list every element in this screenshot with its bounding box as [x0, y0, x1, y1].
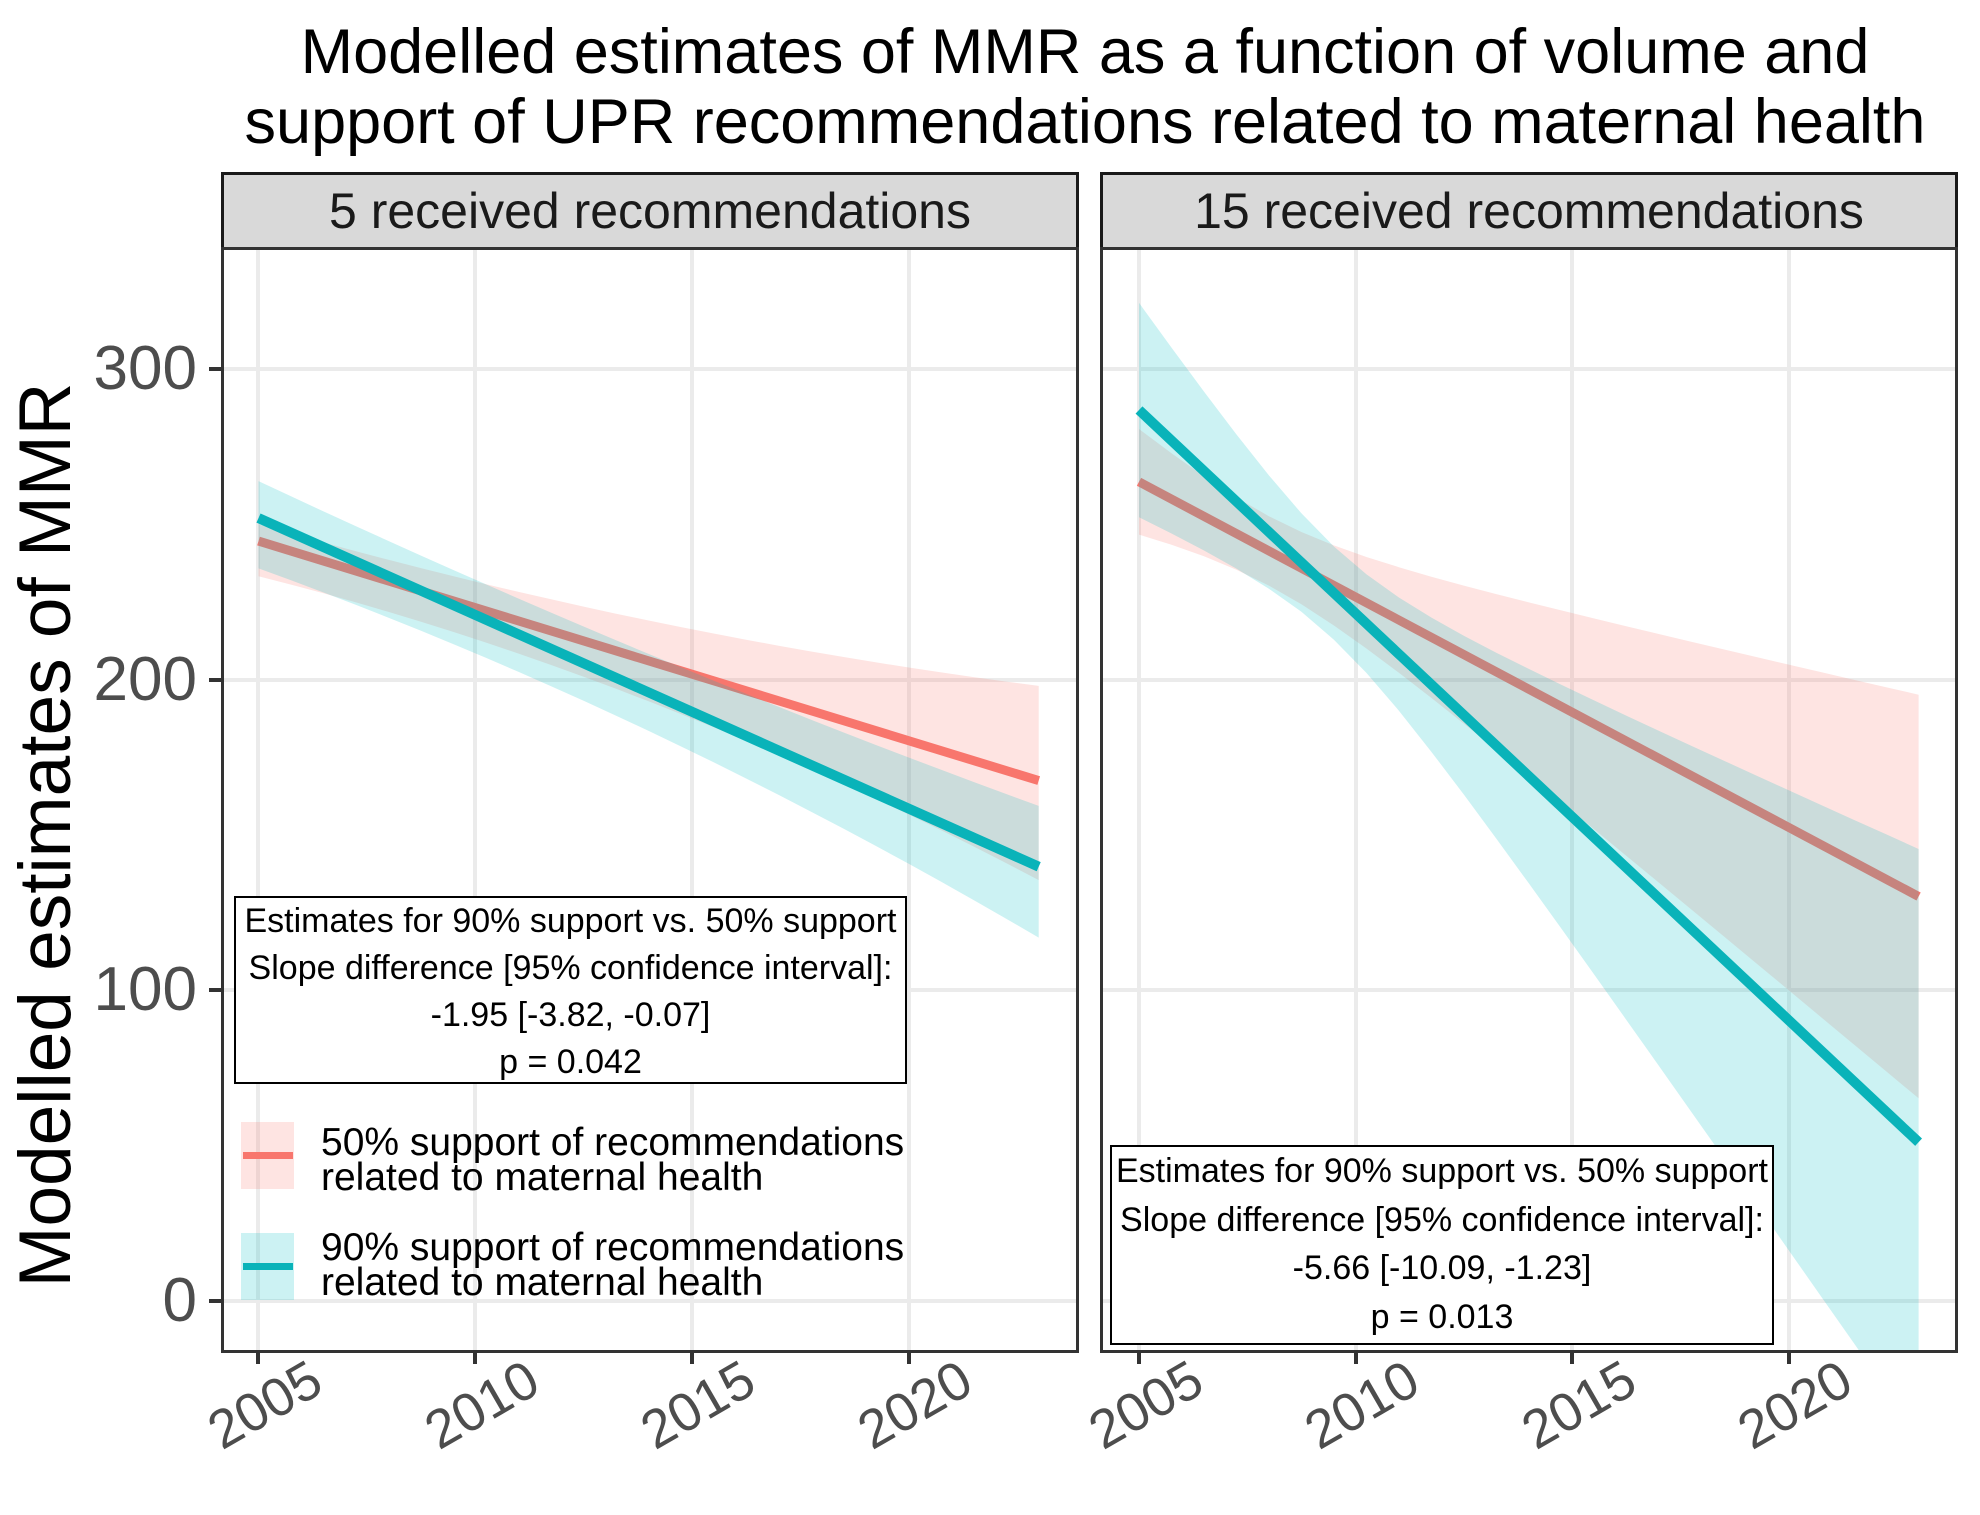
svg-text:Modelled estimates of MMR: Modelled estimates of MMR: [5, 383, 86, 1288]
